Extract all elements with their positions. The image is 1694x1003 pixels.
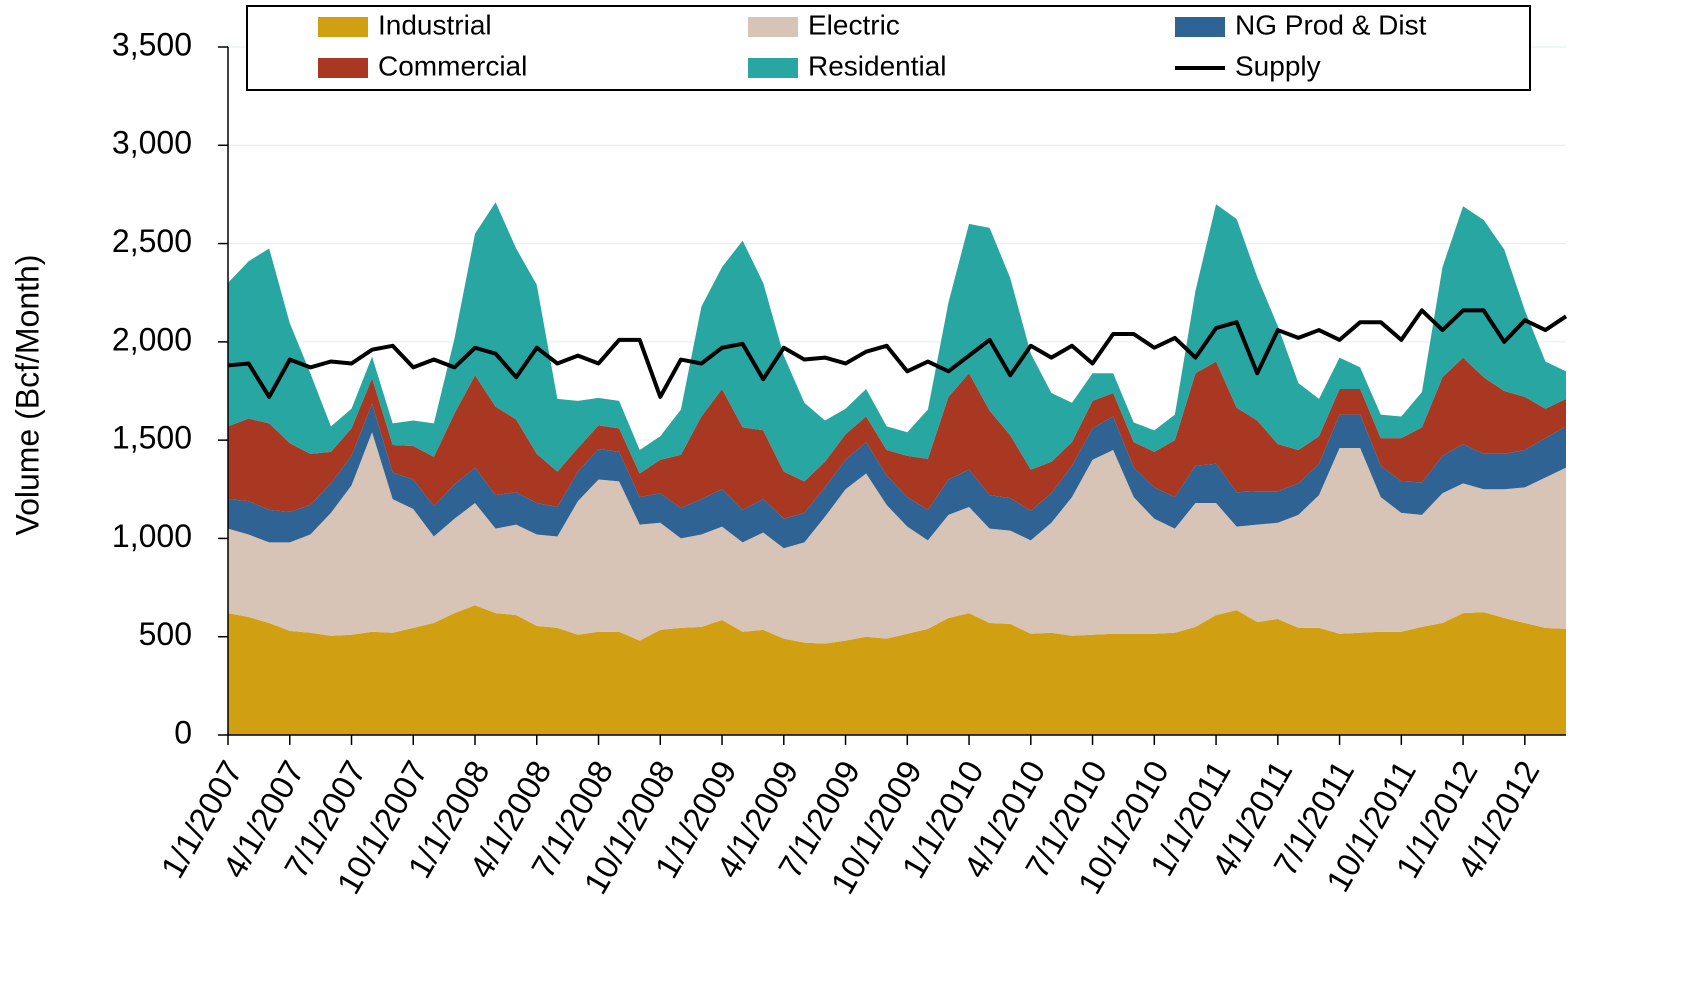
y-axis-title: Volume (Bcf/Month) <box>9 255 45 536</box>
legend-label: Commercial <box>378 50 527 81</box>
y-tick-label: 3,500 <box>112 26 192 62</box>
legend-label: NG Prod & Dist <box>1235 9 1427 40</box>
area <box>228 605 1566 735</box>
legend-label: Supply <box>1235 50 1321 81</box>
legend: Industrial Electric NG Prod & Dist Commerci… <box>246 5 1531 91</box>
area <box>228 403 1566 549</box>
area <box>228 202 1566 482</box>
legend-swatch <box>318 17 368 37</box>
legend-box <box>246 5 1531 91</box>
y-tick-label: 3,000 <box>112 125 192 161</box>
y-tick-label: 500 <box>139 616 192 652</box>
y-tick-label: 2,000 <box>112 321 192 357</box>
legend-swatch <box>318 58 368 78</box>
y-tick-label: 1,500 <box>112 420 192 456</box>
area <box>228 432 1566 644</box>
y-tick-label: 1,000 <box>112 518 192 554</box>
y-tick-label: 2,500 <box>112 223 192 259</box>
line <box>227 308 1568 399</box>
legend-label: Industrial <box>378 9 492 40</box>
y-tick-label: 0 <box>174 714 192 750</box>
legend-label: Electric <box>808 9 900 40</box>
legend-swatch <box>1175 17 1225 37</box>
area <box>228 357 1566 519</box>
legend-label: Residential <box>808 50 947 81</box>
legend-swatch <box>748 17 798 37</box>
legend-swatch <box>748 58 798 78</box>
